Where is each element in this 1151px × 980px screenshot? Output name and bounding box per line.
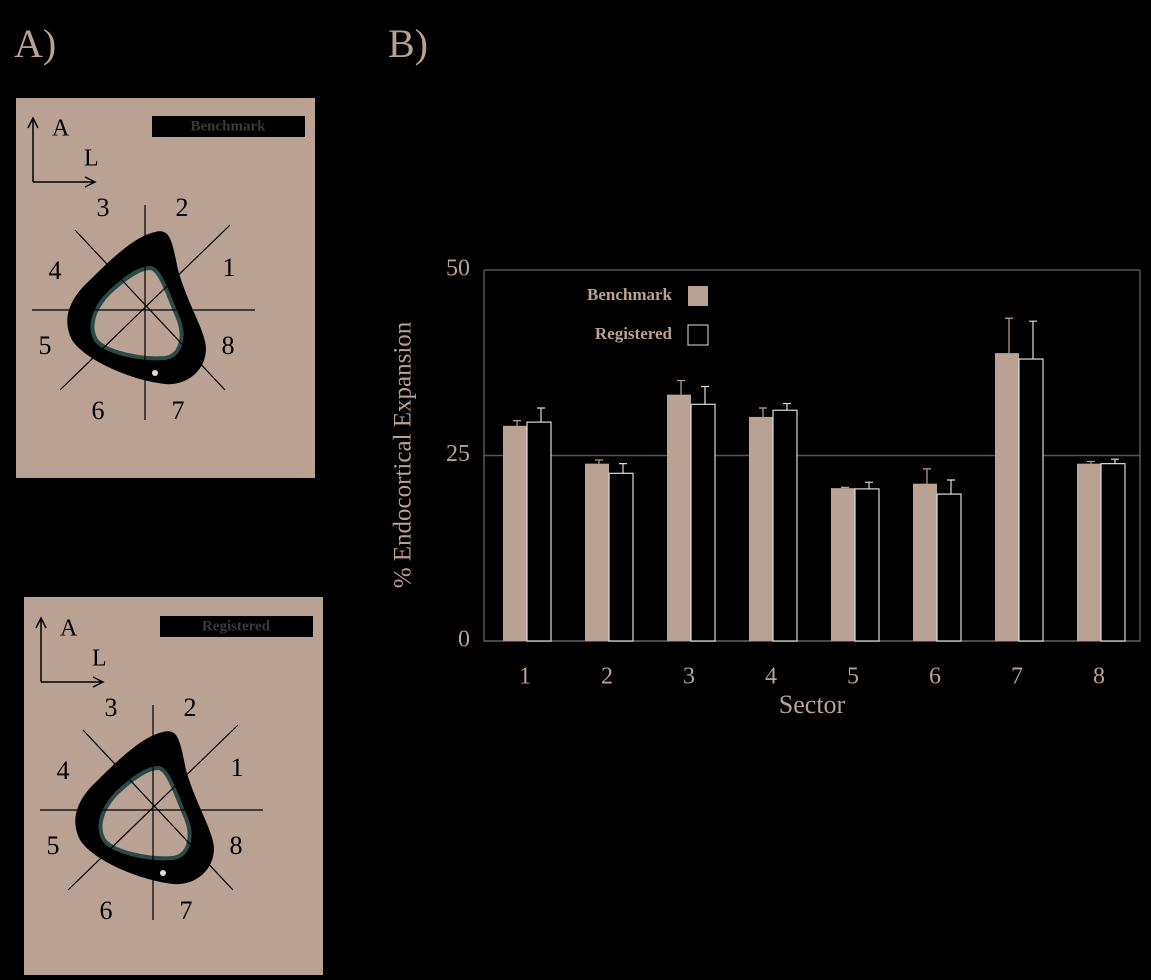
figure: A) B) ALBenchmark12345678ALRegistered123… bbox=[0, 0, 1151, 975]
sector-label: 1 bbox=[223, 253, 236, 282]
bar bbox=[1101, 464, 1125, 641]
sector-label: 3 bbox=[105, 693, 118, 722]
bar bbox=[937, 494, 961, 641]
page: {"panels":{"a_label":"A)","b_label":"B)"… bbox=[0, 0, 1151, 975]
error-bar bbox=[595, 460, 603, 464]
x-tick-label: 5 bbox=[847, 664, 859, 690]
error-bar bbox=[619, 464, 627, 474]
error-bar bbox=[701, 386, 709, 404]
error-bar bbox=[677, 381, 685, 395]
sector-label: 6 bbox=[92, 396, 105, 425]
error-bar bbox=[1087, 461, 1095, 463]
error-bar bbox=[947, 480, 955, 494]
sector-label: 1 bbox=[231, 753, 244, 782]
axis-letter: L bbox=[92, 646, 107, 672]
x-tick-label: 4 bbox=[765, 664, 777, 690]
view-tag: Registered bbox=[202, 618, 271, 634]
x-tick-label: 1 bbox=[519, 664, 531, 690]
axis-letter: A bbox=[60, 616, 78, 642]
bar bbox=[773, 410, 797, 641]
x-tick-label: 6 bbox=[929, 664, 941, 690]
y-tick-label: 50 bbox=[446, 256, 470, 282]
sector-label: 3 bbox=[97, 193, 110, 222]
axis-letter: L bbox=[84, 146, 99, 172]
error-bar bbox=[865, 482, 873, 489]
bar bbox=[855, 489, 879, 641]
sector-label: 6 bbox=[100, 896, 113, 925]
panel-label: A) bbox=[14, 21, 56, 66]
error-bar bbox=[759, 408, 767, 417]
sector-label: 2 bbox=[184, 693, 197, 722]
error-bar bbox=[923, 469, 931, 484]
bar bbox=[585, 464, 609, 641]
x-axis-label: Sector bbox=[779, 690, 846, 719]
bar bbox=[995, 353, 1019, 641]
marker bbox=[160, 870, 166, 876]
error-bar bbox=[783, 404, 791, 411]
bar bbox=[527, 422, 551, 641]
error-bar bbox=[1005, 318, 1013, 353]
sector-label: 5 bbox=[39, 331, 52, 360]
x-tick-label: 2 bbox=[601, 664, 613, 690]
sector-label: 8 bbox=[230, 831, 243, 860]
x-tick-label: 8 bbox=[1093, 664, 1105, 690]
sector-label: 7 bbox=[180, 896, 193, 925]
sector-label: 7 bbox=[172, 396, 185, 425]
legend-swatch bbox=[688, 325, 708, 345]
error-bar bbox=[1111, 459, 1119, 463]
bar bbox=[1019, 359, 1043, 641]
y-tick-label: 0 bbox=[458, 627, 470, 653]
error-bar bbox=[513, 421, 521, 426]
bar bbox=[691, 404, 715, 641]
bar bbox=[913, 484, 937, 641]
sector-label: 2 bbox=[176, 193, 189, 222]
axis-letter: A bbox=[52, 116, 70, 142]
bar bbox=[1077, 464, 1101, 641]
x-tick-label: 7 bbox=[1011, 664, 1023, 690]
y-axis-label: % Endocortical Expansion bbox=[390, 321, 417, 588]
bone-view: AL Registered 1 2 3 4 5 6 7 8 bbox=[24, 597, 323, 975]
sector-label: 8 bbox=[222, 331, 235, 360]
sector-label: 4 bbox=[49, 256, 62, 285]
bar bbox=[609, 473, 633, 641]
error-bar bbox=[537, 408, 545, 422]
bar bbox=[831, 488, 855, 641]
legend-swatch bbox=[688, 286, 708, 306]
view-tag: Benchmark bbox=[191, 118, 267, 134]
bar bbox=[749, 417, 773, 641]
error-bar bbox=[841, 487, 849, 488]
sector-label: 4 bbox=[57, 756, 70, 785]
panel-label: B) bbox=[388, 21, 428, 66]
sector-label: 5 bbox=[47, 831, 60, 860]
error-bar bbox=[1029, 321, 1037, 359]
bar bbox=[667, 395, 691, 641]
bar bbox=[503, 426, 527, 641]
x-tick-label: 3 bbox=[683, 664, 695, 690]
legend-label: Benchmark bbox=[587, 285, 673, 304]
bone-view: AL Benchmark 1 2 3 4 5 6 7 8 bbox=[16, 98, 315, 478]
legend-label: Registered bbox=[595, 324, 673, 343]
y-tick-label: 25 bbox=[446, 441, 470, 467]
marker bbox=[152, 370, 158, 376]
